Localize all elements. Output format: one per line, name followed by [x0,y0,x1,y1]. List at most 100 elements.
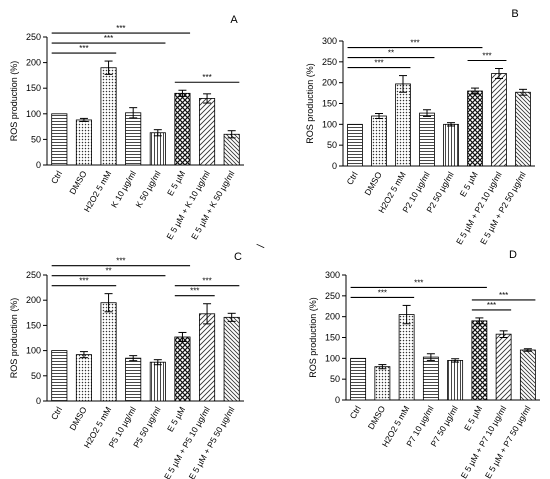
bar-1 [51,113,68,166]
bar-1 [350,357,367,401]
stray-mark: | [255,242,265,248]
y-tick-label: 150 [325,333,340,343]
bar-5 [149,132,166,166]
x-tick-label: DMSO [67,405,89,432]
bar-8 [223,133,240,166]
bar-5 [447,360,464,401]
significance-label: *** [414,278,423,287]
y-axis-label: ROS production (%) [9,61,19,142]
x-tick-label: E 5 µM [458,170,480,198]
y-tick-label: 200 [322,78,337,88]
bar-2 [371,115,387,167]
x-tick-label: DMSO [366,404,388,431]
y-tick-label: 300 [322,36,337,46]
chart-panel-C: C ROS production (%) 0 50 100 150 200 250 Ctrl DM… [9,251,244,479]
panel-label: D [509,249,517,261]
chart-panel-A: A ROS production (%) 0 50 100 150 200 250 Ctrl DM… [9,14,244,241]
bar-3 [100,302,117,402]
y-tick-label: 200 [26,295,41,305]
bar-4 [422,356,439,401]
bar-4 [419,112,435,167]
y-axis-label: ROS production (%) [308,297,318,378]
bar-6 [174,336,191,402]
y-tick-label: 100 [325,353,340,363]
y-tick-label: 0 [36,396,41,406]
y-tick-label: 250 [26,270,41,280]
y-tick-label: 50 [327,140,337,150]
bar-8 [515,91,531,167]
bar-1 [347,123,363,167]
significance-label: *** [202,73,211,82]
x-tick-label: K 50 µg/ml [133,169,162,209]
bar-7 [199,313,216,402]
bar-8 [223,316,240,402]
x-tick-label: E 5 µM + P7 10 µg/ml [459,404,509,479]
y-tick-label: 100 [26,109,41,119]
panel-label: A [230,14,238,26]
significance-label: *** [374,59,383,68]
bar-4 [125,112,142,166]
significance-label: *** [487,301,496,310]
x-tick-label: E 5 µM + P2 50 µg/ml [478,170,528,246]
bar-6 [174,92,191,166]
significance-label: *** [79,44,88,53]
y-tick-label: 200 [325,312,340,322]
x-tick-label: E 5 µM [165,169,187,197]
significance-label: ** [388,49,394,58]
bar-6 [471,320,488,401]
x-tick-label: Ctrl [49,169,64,186]
x-tick-label: Ctrl [49,405,64,422]
bar-7 [491,73,507,167]
significance-label: *** [116,257,125,266]
bar-2 [75,354,92,402]
x-tick-label: E 5 µM + P7 50 µg/ml [483,404,533,479]
bar-7 [199,98,216,166]
bar-6 [467,90,483,167]
x-tick-label: DMSO [67,169,89,196]
x-tick-label: E 5 µM [165,405,187,433]
panel-label: C [234,251,242,263]
x-tick-label: Ctrl [344,170,359,187]
y-tick-label: 300 [325,270,340,280]
y-tick-label: 50 [31,134,41,144]
bar-1 [51,350,68,402]
y-tick-label: 250 [322,57,337,67]
significance-label: *** [104,34,113,43]
x-tick-label: E 5 µM + P5 50 µg/ml [187,405,237,479]
x-tick-label: E 5 µM [462,404,484,432]
y-tick-label: 0 [332,161,337,171]
significance-label: *** [79,277,88,286]
y-tick-label: 150 [322,99,337,109]
panel-label: B [511,8,518,20]
y-tick-label: 250 [325,291,340,301]
significance-label: *** [378,288,387,297]
significance-label: *** [202,277,211,286]
significance-label: *** [190,287,199,296]
bar-4 [125,357,142,402]
y-tick-label: 50 [330,374,340,384]
y-axis-label: ROS production (%) [9,298,19,379]
bar-2 [75,119,92,166]
significance-label: *** [410,39,419,48]
y-tick-label: 250 [26,32,41,42]
x-tick-label: E 5 µM + P5 10 µg/ml [162,405,212,479]
x-tick-label: DMSO [362,170,384,197]
bar-5 [149,361,166,402]
y-tick-label: 200 [26,58,41,68]
chart-panel-D: D ROS production (%) 0 50 100 150 200 250 300 Ctr… [308,249,540,479]
bar-3 [395,83,411,167]
y-tick-label: 150 [26,320,41,330]
y-tick-label: 100 [26,346,41,356]
y-axis-label: ROS production (%) [305,63,315,144]
chart-panel-B: B ROS production (%) 0 50 100 150 200 250 300 Ctr… [305,8,535,246]
significance-label: *** [116,24,125,33]
y-tick-label: 0 [335,395,340,405]
significance-label: *** [482,52,491,61]
y-tick-label: 100 [322,119,337,129]
bar-5 [443,123,459,167]
y-tick-label: 150 [26,83,41,93]
bar-2 [374,366,391,401]
y-tick-label: 50 [31,371,41,381]
